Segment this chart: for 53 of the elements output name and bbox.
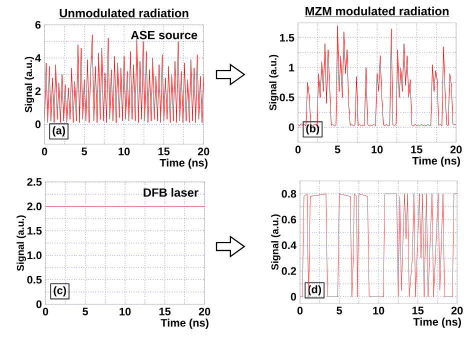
x-tick-label: 15 bbox=[158, 148, 170, 156]
chart-title: Unmodulated radiation bbox=[60, 8, 188, 18]
y-tick-label: 2.0 bbox=[27, 202, 42, 210]
x-tick-label: 20 bbox=[451, 306, 463, 314]
y-tick-label: 2 bbox=[35, 87, 41, 95]
annotation: ASE source bbox=[130, 30, 198, 40]
x-axis-title: Time (ns) bbox=[412, 156, 460, 167]
y-tick-label: 0 bbox=[36, 300, 42, 308]
chart-title: MZM modulated radiation bbox=[306, 6, 449, 16]
y-tick-label: 0.5 bbox=[280, 94, 294, 102]
y-tick-label: 0.2 bbox=[282, 267, 296, 275]
y-axis-title: Signal (a.u.) bbox=[269, 54, 278, 110]
annotation: (b) bbox=[306, 124, 320, 134]
x-tick-label: 10 bbox=[373, 306, 384, 314]
x-tick-label: 5 bbox=[334, 146, 340, 154]
x-tick-label: 5 bbox=[82, 308, 88, 316]
y-tick-label: 2.5 bbox=[27, 178, 42, 186]
x-axis-title: Time (ns) bbox=[160, 158, 208, 169]
x-tick-label: 10 bbox=[120, 308, 131, 316]
x-tick-label: 15 bbox=[159, 308, 171, 316]
x-tick-label: 0 bbox=[42, 148, 48, 156]
x-tick-label: 5 bbox=[82, 148, 88, 156]
y-tick-label: 0.6 bbox=[282, 216, 296, 224]
y-tick-label: 0.4 bbox=[282, 241, 296, 250]
y-tick-label: 1 bbox=[289, 64, 294, 72]
x-tick-label: 0 bbox=[42, 308, 48, 316]
y-tick-label: 4 bbox=[35, 54, 41, 62]
y-tick-label: 1.5 bbox=[280, 34, 294, 42]
x-tick-label: 20 bbox=[450, 146, 462, 154]
x-axis-title: Time (ns) bbox=[160, 318, 208, 329]
x-tick-label: 10 bbox=[372, 146, 383, 154]
y-tick-label: 0.5 bbox=[27, 276, 42, 284]
x-tick-label: 0 bbox=[297, 306, 303, 314]
y-axis-title: Signal (a.u.) bbox=[24, 56, 34, 112]
x-tick-label: 10 bbox=[118, 148, 130, 156]
annotation: (a) bbox=[52, 126, 66, 136]
y-tick-label: 1.0 bbox=[27, 251, 42, 260]
x-tick-label: 15 bbox=[412, 306, 424, 314]
y-tick-label: 0.8 bbox=[282, 190, 296, 198]
y-axis-title: Signal (a.u.) bbox=[271, 214, 280, 270]
y-tick-label: 6 bbox=[35, 21, 41, 29]
x-tick-label: 5 bbox=[336, 306, 342, 314]
x-tick-label: 20 bbox=[198, 308, 210, 316]
y-tick-label: 1.5 bbox=[27, 227, 42, 235]
x-tick-label: 15 bbox=[411, 146, 422, 154]
x-tick-label: 20 bbox=[198, 148, 210, 156]
y-tick-label: 0 bbox=[35, 120, 41, 128]
x-axis-title: Time (ns) bbox=[413, 318, 461, 328]
annotation: DFB laser bbox=[144, 188, 198, 197]
y-tick-label: 0 bbox=[290, 292, 296, 301]
y-tick-label: 0 bbox=[288, 123, 294, 132]
y-axis-title: Signal (a.u.) bbox=[16, 215, 26, 271]
annotation: (c) bbox=[54, 286, 66, 296]
